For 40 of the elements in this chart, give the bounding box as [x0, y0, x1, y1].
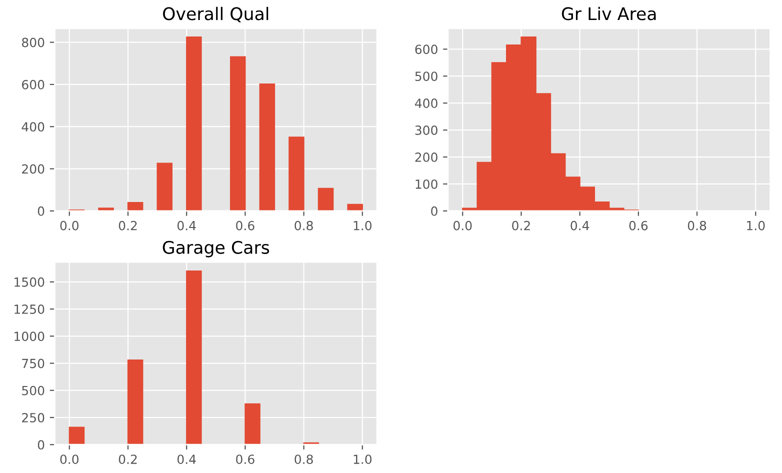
y-tick-label: 0: [431, 206, 438, 216]
y-tick-label: 600: [22, 80, 44, 90]
y-tick-label: 400: [414, 98, 438, 108]
y-tick-label: 0: [38, 440, 44, 450]
chart-title: Gr Liv Area: [562, 6, 656, 20]
x-tick-label: 0.2: [118, 220, 137, 230]
y-tick-label: 600: [415, 44, 438, 54]
x-tick-label: 1.0: [354, 454, 372, 464]
x-tick-label: 0.8: [294, 454, 313, 464]
chart-title: Garage Cars: [162, 240, 270, 258]
x-tick-label: 0.0: [453, 220, 472, 230]
chart-title: Overall Qual: [163, 6, 268, 22]
y-tick-label: 750: [22, 358, 44, 368]
y-tick-label: 0: [38, 206, 44, 216]
y-tick-label: 200: [22, 164, 44, 174]
x-tick-label: 0.8: [688, 220, 706, 230]
x-tick-label: 0.4: [570, 220, 590, 230]
y-tick-label: 400: [22, 122, 44, 132]
y-tick-label: 800: [22, 38, 44, 48]
y-tick-label: 300: [415, 126, 438, 135]
y-tick-label: 1250: [14, 304, 44, 314]
x-tick-label: 1.0: [354, 220, 372, 230]
y-tick-label: 500: [22, 386, 44, 396]
y-tick-label: 200: [415, 152, 438, 162]
x-tick-label: 0.8: [294, 220, 313, 230]
y-tick-label: 1000: [14, 332, 44, 342]
x-tick-label: 0.4: [177, 220, 196, 230]
x-tick-label: 0.6: [629, 220, 648, 230]
x-tick-label: 0.2: [512, 220, 530, 230]
x-tick-label: 0.2: [118, 454, 137, 464]
x-tick-label: 1.0: [747, 220, 765, 230]
y-tick-label: 250: [22, 412, 44, 422]
x-tick-label: 0.4: [177, 454, 196, 464]
y-tick-label: 100: [416, 179, 438, 189]
x-tick-label: 0.6: [236, 220, 254, 230]
y-tick-label: 500: [415, 72, 438, 82]
x-tick-label: 0.0: [60, 454, 78, 464]
x-tick-label: 0.6: [236, 454, 254, 464]
x-tick-label: 0.0: [60, 220, 78, 230]
y-tick-label: 1500: [14, 277, 44, 287]
